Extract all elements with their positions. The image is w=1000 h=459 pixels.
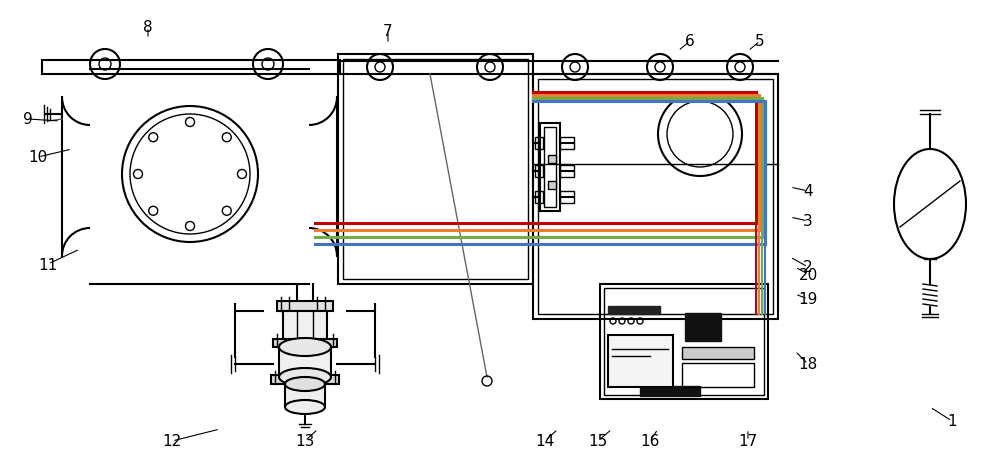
Bar: [608, 335, 673, 387]
Text: 15: 15: [588, 434, 608, 448]
Bar: [548, 156, 556, 164]
Text: 2: 2: [803, 260, 813, 275]
Ellipse shape: [279, 368, 331, 386]
Bar: [548, 182, 556, 190]
Bar: [682, 347, 754, 359]
Text: 8: 8: [143, 21, 153, 35]
Bar: [682, 363, 754, 387]
Text: 14: 14: [535, 434, 555, 448]
Text: 4: 4: [803, 184, 813, 199]
Bar: [604, 288, 764, 395]
Text: 19: 19: [798, 292, 818, 307]
Bar: [277, 302, 333, 311]
Bar: [540, 124, 560, 212]
Bar: [560, 191, 574, 203]
Text: 9: 9: [23, 112, 33, 127]
Ellipse shape: [285, 377, 325, 391]
Text: 3: 3: [803, 214, 813, 229]
Text: 5: 5: [755, 34, 765, 50]
Text: 13: 13: [295, 434, 315, 448]
Text: 7: 7: [383, 24, 393, 39]
Text: 6: 6: [685, 34, 695, 50]
Text: 10: 10: [28, 150, 48, 165]
Bar: [271, 375, 339, 384]
Bar: [685, 313, 721, 341]
Text: 11: 11: [38, 257, 58, 272]
Bar: [533, 75, 778, 319]
Text: 12: 12: [162, 434, 182, 448]
Bar: [343, 60, 528, 280]
Bar: [285, 384, 325, 407]
Bar: [608, 306, 660, 314]
Bar: [538, 80, 773, 314]
Text: 18: 18: [798, 357, 818, 372]
Bar: [600, 285, 768, 399]
Bar: [640, 386, 700, 396]
Bar: [560, 138, 574, 150]
Bar: [279, 347, 331, 377]
Ellipse shape: [279, 338, 331, 356]
Text: 16: 16: [640, 434, 660, 448]
Bar: [42, 61, 340, 75]
Ellipse shape: [285, 400, 325, 414]
Bar: [535, 166, 543, 178]
Bar: [535, 138, 543, 150]
Bar: [283, 311, 327, 341]
Bar: [560, 166, 574, 178]
Bar: [338, 55, 533, 285]
Text: 17: 17: [738, 434, 758, 448]
Bar: [535, 191, 543, 203]
Bar: [544, 128, 556, 207]
Bar: [273, 339, 337, 347]
Text: 20: 20: [798, 267, 818, 282]
Text: 1: 1: [947, 414, 957, 429]
